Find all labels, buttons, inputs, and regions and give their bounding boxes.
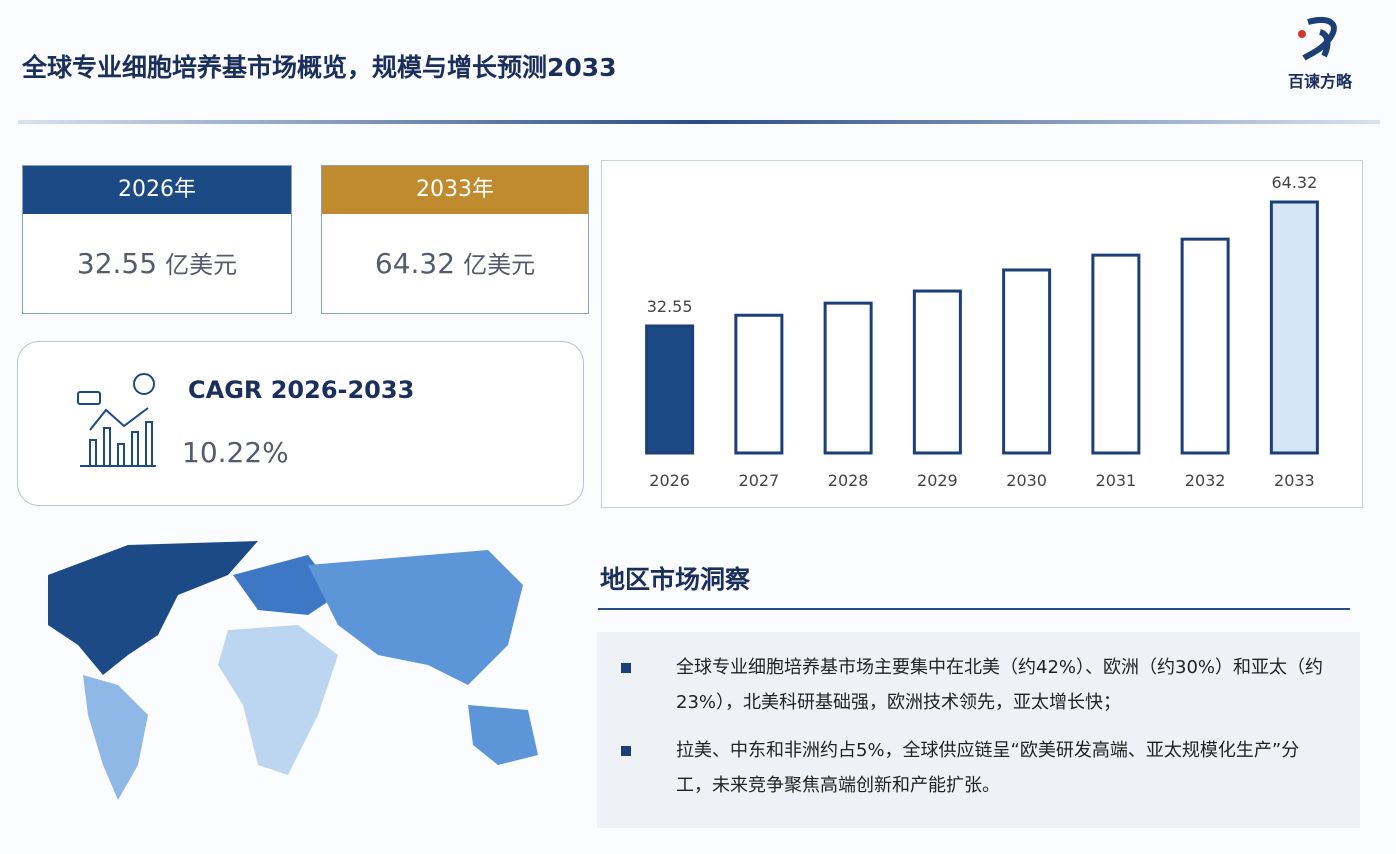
x-tick-label: 2027 <box>739 471 780 490</box>
cagr-icon <box>77 373 156 467</box>
bar <box>823 301 873 455</box>
logo-mark <box>1298 17 1337 61</box>
x-tick-label: 2028 <box>828 471 869 490</box>
x-tick-label: 2031 <box>1096 471 1137 490</box>
x-tick-label: 2032 <box>1185 471 1226 490</box>
bar <box>645 324 695 455</box>
card-2026: 2026年 32.55 亿美元 <box>22 165 292 314</box>
x-tick-label: 2033 <box>1274 471 1315 490</box>
card-unit: 亿美元 <box>165 251 238 279</box>
bar <box>1091 253 1141 455</box>
bar <box>1002 268 1052 455</box>
card-year: 2033年 <box>322 166 588 214</box>
card-value-row: 32.55 亿美元 <box>23 214 291 315</box>
bullet: 全球专业细胞培养基市场主要集中在北美（约42%）、欧洲（约30%）和亚太（约23… <box>597 650 1360 720</box>
value-label: 32.55 <box>647 297 693 316</box>
logo-text: 百谏方略 <box>1287 72 1352 91</box>
cagr-value: 10.22% <box>182 436 289 469</box>
card-value-row: 64.32 亿美元 <box>322 214 588 315</box>
page-title: 全球专业细胞培养基市场概览，规模与增长预测2033 <box>22 53 617 82</box>
world-map <box>48 541 538 800</box>
bar <box>1180 237 1230 455</box>
section-title: 地区市场洞察 <box>600 565 751 594</box>
card-2033: 2033年 64.32 亿美元 <box>321 165 589 314</box>
x-tick-label: 2026 <box>649 471 690 490</box>
x-tick-label: 2030 <box>1006 471 1047 490</box>
bar <box>912 289 962 455</box>
chart-frame <box>601 160 1363 508</box>
card-value: 64.32 <box>374 247 456 280</box>
bar <box>1269 200 1319 455</box>
value-label: 64.32 <box>1271 173 1317 192</box>
bullet-box: 全球专业细胞培养基市场主要集中在北美（约42%）、欧洲（约30%）和亚太（约23… <box>597 632 1360 828</box>
bullet: 拉美、中东和非洲约占5%，全球供应链呈“欧美研发高端、亚太规模化生产”分工，未来… <box>597 733 1360 803</box>
card-year: 2026年 <box>23 166 291 214</box>
card-unit: 亿美元 <box>463 251 536 279</box>
section-rule <box>598 608 1350 610</box>
card-value: 32.55 <box>76 247 158 280</box>
bar-chart: 2026 32.55 2027 2028 2029 2030 2031 2032 2033 64.… <box>601 160 1363 508</box>
x-tick-label: 2029 <box>917 471 958 490</box>
cagr-label: CAGR 2026-2033 <box>188 376 415 404</box>
bar <box>734 313 784 455</box>
logo: 百谏方略 <box>1270 14 1370 92</box>
cagr-box: CAGR 2026-2033 10.22% <box>17 341 584 506</box>
title-rule <box>18 120 1380 124</box>
